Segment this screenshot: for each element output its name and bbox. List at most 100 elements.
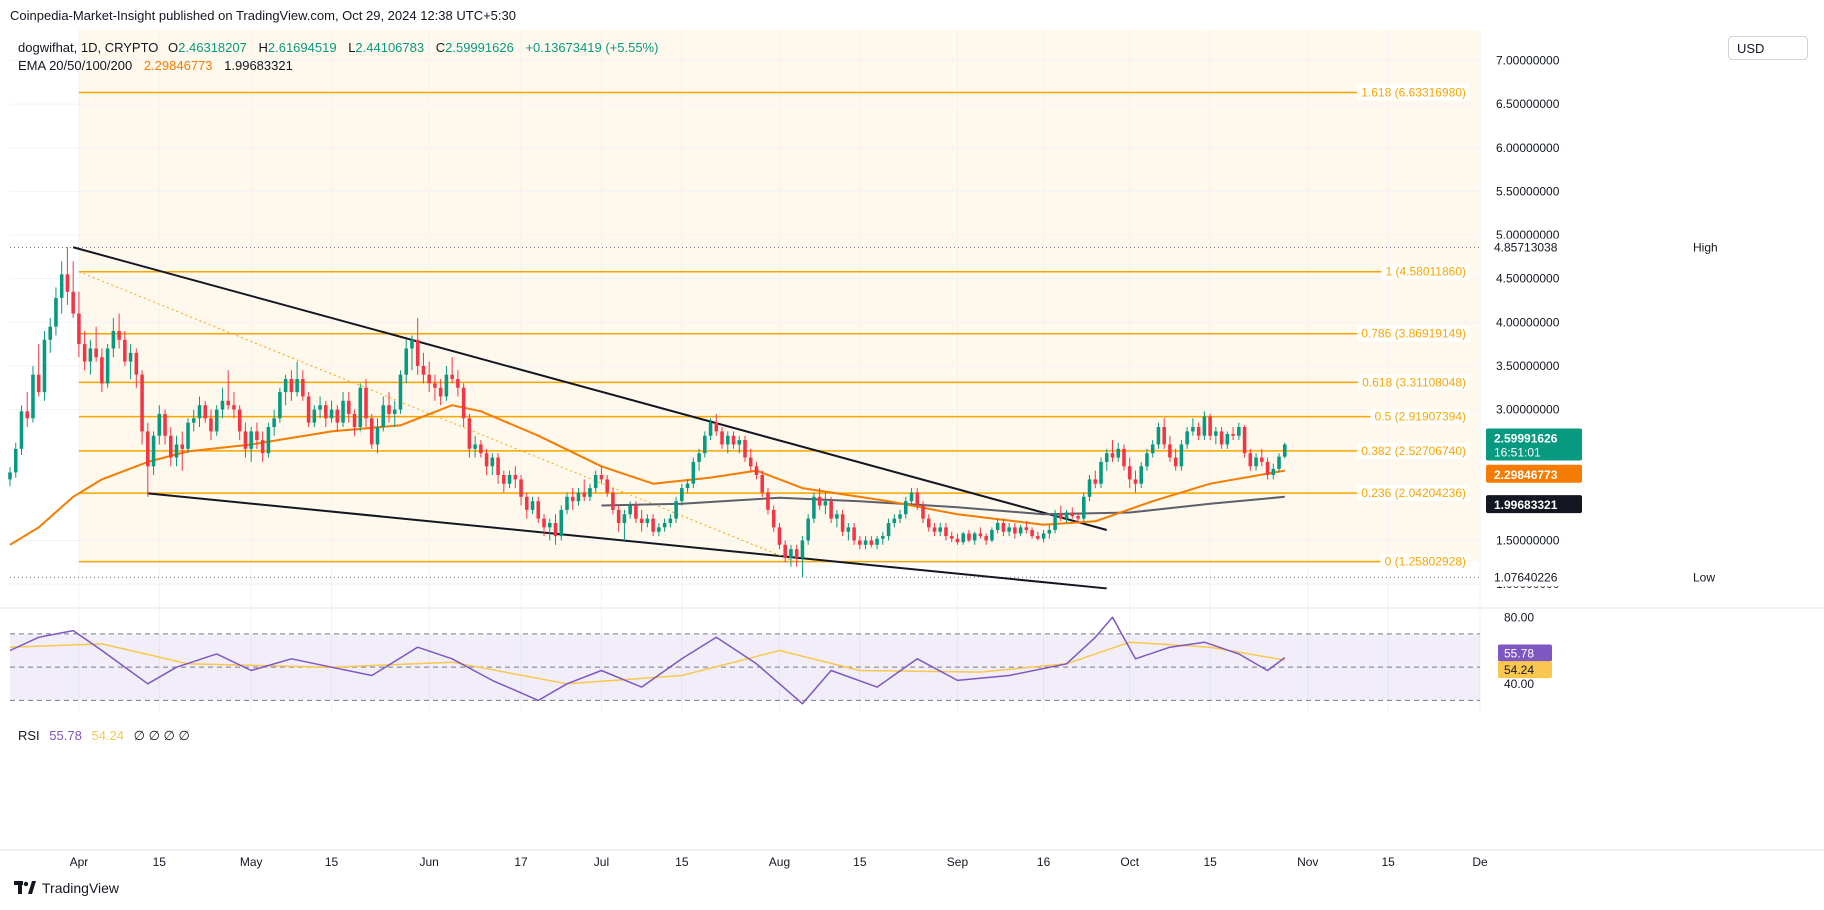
candle-body: [123, 339, 127, 362]
candle: [605, 475, 609, 497]
upper-trendline: [72, 246, 1108, 531]
candle-body: [100, 357, 104, 384]
candle-body: [731, 435, 736, 445]
price-axis-label: 5.50000000: [1496, 184, 1560, 198]
candle: [972, 531, 977, 545]
currency-selector[interactable]: USD: [1728, 36, 1808, 60]
candle-body: [657, 527, 661, 532]
candle: [944, 522, 948, 541]
candle: [31, 365, 35, 423]
candle: [794, 544, 799, 567]
candle-body: [616, 509, 621, 523]
candle: [1041, 529, 1046, 543]
candle: [616, 505, 621, 532]
candle-body: [536, 501, 541, 519]
rsi-legend[interactable]: RSI 55.78 54.24 ∅ ∅ ∅ ∅: [18, 728, 190, 744]
high-key-background: [1688, 238, 1726, 257]
candle-body: [1208, 416, 1212, 436]
candle-body: [949, 536, 954, 539]
tradingview-logo-icon: [14, 881, 36, 894]
candle: [1064, 509, 1069, 523]
candle: [260, 431, 265, 462]
candle-body: [697, 453, 701, 462]
time-axis[interactable]: Apr 15 May 15 Jun 17 Jul 15 Aug 15 Sep 16 Oct 15 Nov 15…: [0, 849, 1824, 869]
price-tag-value: 2.29846773: [1494, 468, 1558, 482]
low-value-background: [1486, 568, 1582, 587]
candle: [1133, 470, 1138, 493]
candle: [364, 379, 368, 428]
footer-branding[interactable]: TradingView: [14, 880, 119, 896]
candle: [777, 522, 782, 550]
candle: [484, 448, 489, 476]
candle-body: [352, 413, 357, 428]
high-value-background: [1486, 238, 1582, 257]
candle: [232, 392, 236, 419]
candle-body: [1219, 431, 1224, 445]
symbol-label[interactable]: dogwifhat, 1D, CRYPTO: [18, 40, 159, 55]
candle: [387, 392, 391, 423]
candle: [1231, 427, 1235, 441]
candle-body: [289, 379, 294, 393]
candle: [898, 509, 902, 523]
candle: [220, 387, 225, 419]
candle: [1173, 448, 1178, 471]
candle: [151, 431, 156, 476]
candle: [1122, 444, 1126, 471]
ema-legend[interactable]: EMA 20/50/100/200 2.29846773 1.99683321: [18, 58, 293, 73]
candle-body: [921, 505, 925, 519]
candle: [662, 518, 667, 532]
candle-body: [605, 479, 609, 493]
candle-body: [840, 514, 845, 532]
candle-body: [777, 527, 782, 545]
fib-label: 0.5 (2.91907394): [1375, 410, 1466, 424]
candle-body: [421, 365, 426, 375]
candle-body: [542, 518, 546, 528]
candle: [1093, 470, 1098, 489]
candle-body: [714, 422, 719, 432]
price-axis[interactable]: 7.00000000 6.50000000 6.00000000 5.50000000…: [1496, 54, 1560, 691]
candle: [289, 370, 294, 401]
candle-body: [105, 348, 110, 384]
candle-body: [283, 379, 288, 393]
candle: [990, 527, 994, 543]
candle-body: [932, 527, 937, 532]
candle-body: [496, 457, 500, 476]
candle-body: [324, 405, 328, 419]
candle-body: [748, 457, 753, 467]
candle: [984, 533, 988, 545]
candle: [146, 422, 150, 497]
candle: [1248, 448, 1253, 471]
candle: [967, 529, 971, 543]
candle: [473, 435, 477, 458]
candle: [404, 339, 408, 384]
candle: [869, 536, 874, 548]
candle-body: [1018, 527, 1023, 534]
candle-body: [599, 475, 604, 480]
candle-body: [444, 374, 449, 397]
candle-body: [260, 440, 265, 454]
candle-body: [1191, 427, 1195, 432]
time-axis-label: May: [240, 855, 263, 869]
candle: [427, 361, 431, 393]
candle: [835, 509, 839, 528]
candle-body: [450, 374, 454, 380]
candle-body: [1248, 453, 1253, 467]
candle-body: [358, 387, 363, 428]
candle-body: [789, 549, 793, 558]
candle-body: [82, 344, 87, 362]
candle-body: [674, 501, 678, 519]
candle-body: [1041, 533, 1046, 539]
candle: [381, 396, 386, 432]
candle: [1013, 522, 1017, 539]
fib-levels[interactable]: 1.618 (6.63316980) 1 (4.58011860) 0.786 (3…: [78, 84, 1471, 570]
candle-body: [984, 536, 988, 541]
candle-body: [725, 435, 730, 445]
candle: [1087, 475, 1092, 502]
candle: [255, 422, 259, 449]
candle-body: [226, 400, 230, 406]
candle-body: [94, 348, 98, 358]
candle: [806, 514, 810, 545]
candle: [1059, 505, 1063, 522]
candle: [955, 533, 960, 545]
